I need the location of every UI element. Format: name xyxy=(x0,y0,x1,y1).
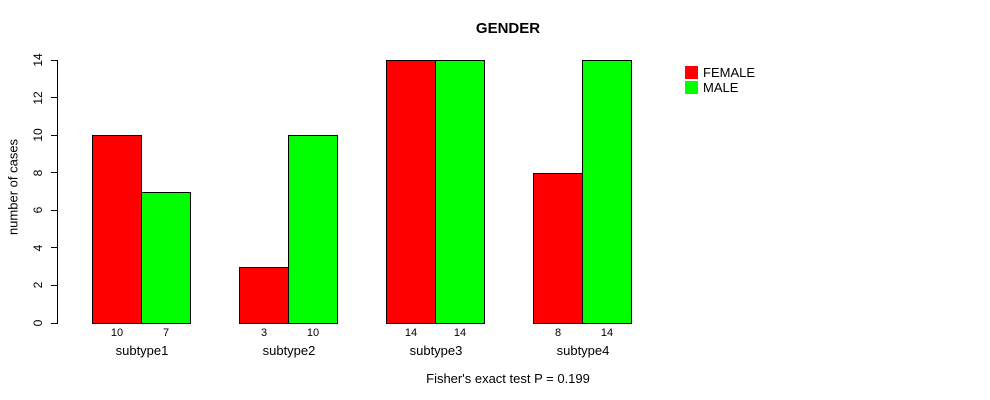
y-axis-tick xyxy=(51,97,58,99)
bar-value-label: 14 xyxy=(453,327,467,339)
y-axis-tick-label: 8 xyxy=(31,169,45,177)
category-label-subtype3: subtype3 xyxy=(409,343,463,358)
bar-value-label: 7 xyxy=(162,327,170,339)
bar-value-label: 10 xyxy=(306,327,320,339)
bar-male-subtype2 xyxy=(288,135,338,324)
y-axis-tick xyxy=(51,247,58,249)
y-axis-tick xyxy=(51,134,58,136)
y-axis-tick-label: 6 xyxy=(31,206,45,214)
legend-item-male: MALE xyxy=(685,79,755,95)
category-label-subtype1: subtype1 xyxy=(115,343,169,358)
y-axis-tick xyxy=(51,172,58,174)
y-axis-tick xyxy=(51,322,58,324)
y-axis-line xyxy=(57,60,58,323)
bar-female-subtype4 xyxy=(533,172,583,324)
legend-item-female: FEMALE xyxy=(685,64,756,80)
y-axis-tick-label: 2 xyxy=(31,282,45,289)
bar-male-subtype4 xyxy=(582,60,632,324)
category-label-subtype4: subtype4 xyxy=(556,343,610,358)
y-axis-tick-label: 0 xyxy=(31,319,45,327)
bar-value-label: 14 xyxy=(600,327,614,339)
bar-male-subtype1 xyxy=(141,191,191,324)
bar-value-label: 10 xyxy=(110,327,124,339)
bar-value-label: 3 xyxy=(260,327,268,339)
y-axis-tick-label: 10 xyxy=(31,128,45,142)
footnote-statistic: Fisher's exact test P = 0.199 xyxy=(426,371,590,386)
bar-female-subtype2 xyxy=(239,266,289,324)
legend-swatch-male xyxy=(685,80,698,94)
y-axis-tick xyxy=(51,284,58,286)
legend: FEMALE MALE xyxy=(685,65,755,95)
y-axis-tick xyxy=(51,209,58,211)
bar-male-subtype3 xyxy=(435,60,485,324)
bar-female-subtype1 xyxy=(92,135,142,324)
y-axis-title: number of cases xyxy=(5,138,21,236)
legend-label: FEMALE xyxy=(703,64,756,80)
chart-title: GENDER xyxy=(475,20,541,37)
legend-label: MALE xyxy=(703,79,739,95)
y-axis-tick xyxy=(51,59,58,61)
category-label-subtype2: subtype2 xyxy=(262,343,316,358)
y-axis-tick-label: 14 xyxy=(31,53,45,67)
y-axis-tick-label: 12 xyxy=(31,90,45,105)
bar-value-label: 8 xyxy=(554,327,562,339)
bar-value-label: 14 xyxy=(404,327,418,339)
legend-swatch-female xyxy=(685,65,698,79)
y-axis-tick-label: 4 xyxy=(31,244,45,252)
bar-female-subtype3 xyxy=(386,60,436,324)
